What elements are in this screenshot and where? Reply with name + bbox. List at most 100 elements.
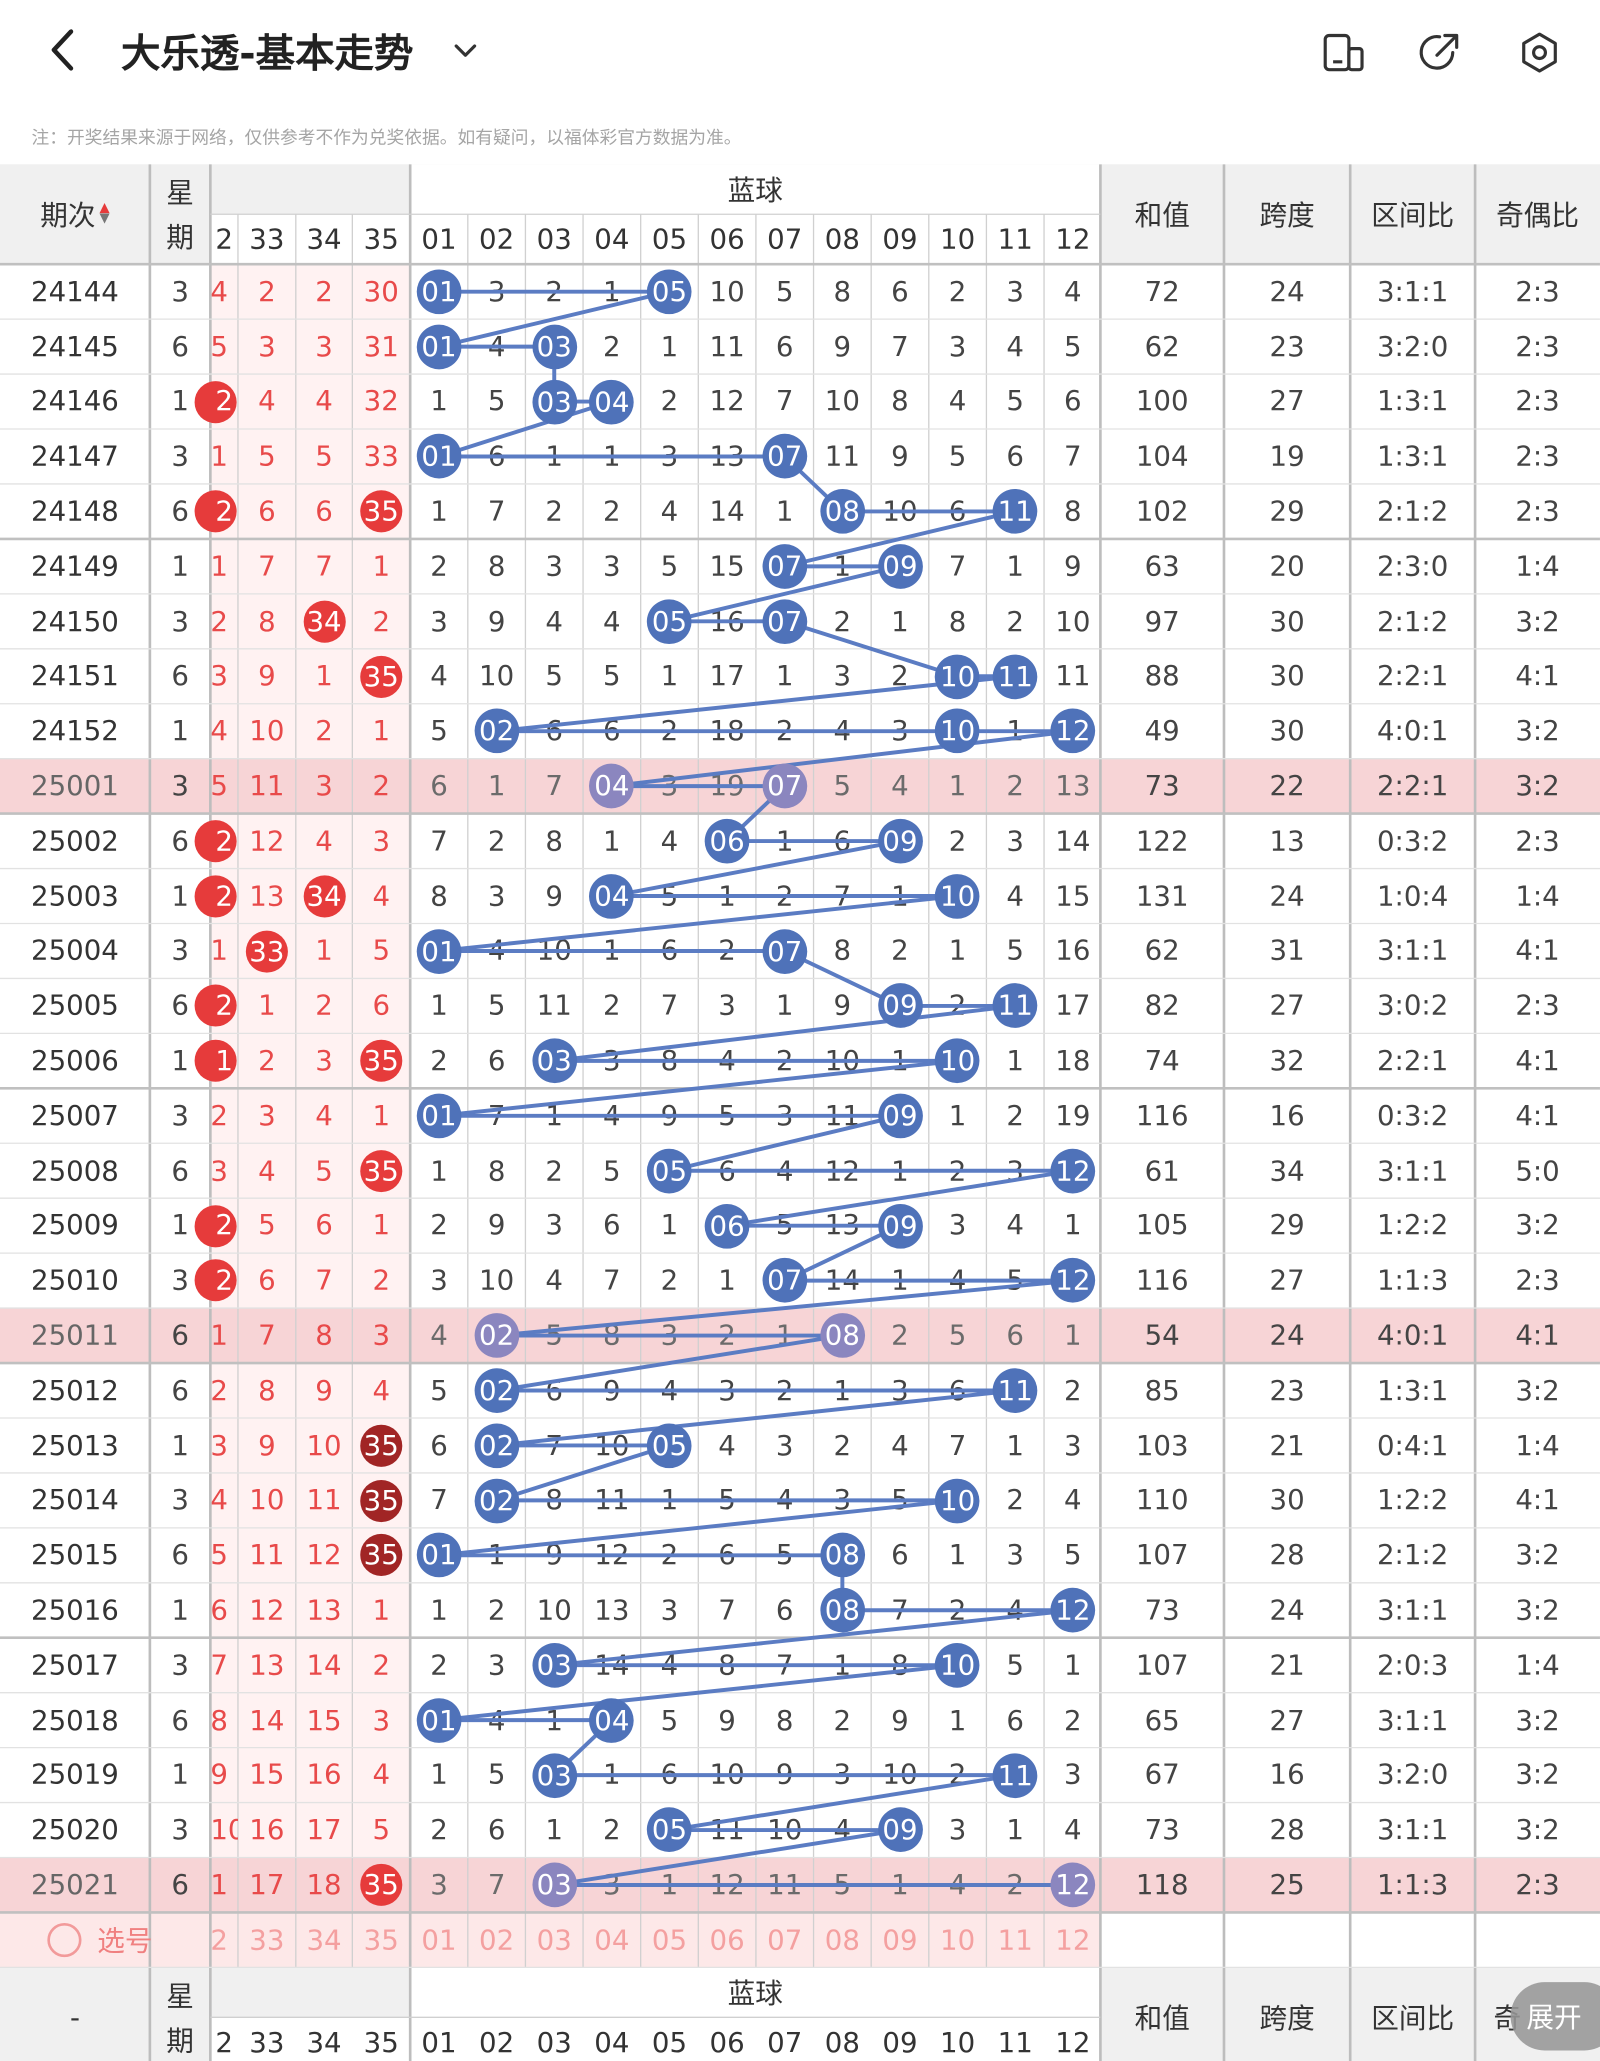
blue-ball: 09: [877, 1203, 923, 1249]
sum-header[interactable]: 和值: [1134, 199, 1190, 232]
layout-toggle-button[interactable]: [1315, 24, 1373, 82]
share-button[interactable]: [1411, 24, 1469, 82]
blue-ball: 11: [992, 1752, 1038, 1798]
zone-ratio-cell: 2:0:3: [1376, 1649, 1449, 1681]
blue-ball: 02: [474, 1313, 519, 1358]
blue-miss-value: 5: [1064, 1539, 1082, 1572]
blue-miss-value: 10: [479, 660, 515, 693]
select-blue-option[interactable]: 04: [594, 1924, 630, 1956]
blue-ball: 07: [762, 598, 808, 644]
select-blue-option[interactable]: 02: [479, 1924, 515, 1956]
settings-button[interactable]: [1511, 24, 1569, 82]
zone-ratio-header[interactable]: 区间比: [1371, 199, 1455, 232]
blue-miss-value: 6: [487, 1814, 506, 1846]
title-dropdown-button[interactable]: [444, 32, 486, 71]
blue-miss-value: 4: [1064, 275, 1082, 308]
select-blue-option[interactable]: 03: [536, 1924, 572, 1956]
blue-miss-value: 1: [891, 605, 909, 638]
span-cell: 29: [1269, 1209, 1305, 1242]
red-miss-value: 5: [372, 935, 391, 967]
sum-header[interactable]: 和值: [1134, 2002, 1190, 2035]
zone-ratio-cell: 3:2:0: [1376, 1759, 1449, 1791]
blue-miss-value: 5: [545, 660, 564, 693]
blue-miss-value: 11: [709, 330, 745, 363]
blue-miss-value: 2: [1006, 1484, 1025, 1517]
back-button[interactable]: [37, 24, 90, 77]
red-zone-band: [210, 1088, 411, 1144]
odd-even-cell: 3:2: [1515, 715, 1560, 747]
odd-even-header[interactable]: 奇偶比: [1496, 199, 1579, 232]
red-miss-value: 1: [372, 550, 391, 583]
red-miss-value: 4: [372, 1374, 391, 1407]
red-miss-value: 2: [210, 605, 228, 638]
blue-miss-value: 5: [603, 660, 621, 693]
odd-even-cell: 3:2: [1515, 1374, 1560, 1407]
sum-cell: 104: [1135, 440, 1189, 473]
odd-even-cell: 1:4: [1515, 880, 1560, 912]
red-zone-band: [210, 264, 411, 320]
blue-miss-value: 8: [487, 550, 506, 583]
red-miss-value: 33: [363, 440, 399, 473]
select-blue-option[interactable]: 09: [882, 1924, 918, 1956]
blue-miss-value: 5: [1006, 935, 1025, 967]
select-red-option[interactable]: 35: [363, 1924, 399, 1956]
red-ball-number: 2: [215, 880, 233, 912]
select-red-option[interactable]: 2: [210, 1924, 228, 1956]
blue-ball: 04: [589, 873, 635, 919]
blue-ball: 12: [1050, 1258, 1096, 1303]
week-cell: 1: [171, 1209, 189, 1242]
week-cell: 3: [171, 440, 189, 473]
select-blue-option[interactable]: 07: [767, 1924, 803, 1956]
select-blue-option[interactable]: 08: [824, 1924, 860, 1956]
week-cell: 3: [171, 1100, 189, 1132]
week-header-bottom: 期: [166, 2025, 194, 2057]
red-zone-band: [210, 1747, 411, 1803]
zone-ratio-cell: 1:2:2: [1376, 1209, 1449, 1242]
span-cell: 30: [1269, 605, 1305, 638]
page-title[interactable]: 大乐透-基本走势: [120, 31, 414, 78]
red-miss-value: 1: [210, 440, 228, 473]
blue-miss-value: 2: [545, 495, 564, 528]
select-blue-option[interactable]: 11: [997, 1924, 1033, 1956]
odd-even-cell: 5:0: [1515, 1154, 1560, 1187]
span-header[interactable]: 跨度: [1259, 199, 1315, 232]
week-cell: 3: [171, 770, 189, 802]
blue-miss-value: 5: [948, 1319, 967, 1352]
select-blue-option[interactable]: 10: [940, 1924, 976, 1956]
select-red-option[interactable]: 34: [306, 1924, 342, 1956]
period-cell: 25007: [31, 1100, 119, 1132]
select-red-option[interactable]: 33: [249, 1924, 285, 1956]
zone-ratio-header[interactable]: 区间比: [1371, 2002, 1455, 2035]
select-blue-option[interactable]: 01: [421, 1924, 457, 1956]
blue-miss-value: 17: [1055, 990, 1091, 1022]
blue-miss-value: 5: [660, 550, 679, 583]
odd-even-cell: 4:1: [1515, 660, 1560, 693]
red-miss-value: 3: [210, 1154, 228, 1187]
expand-button[interactable]: 展开: [1510, 1982, 1600, 2051]
sum-cell: 73: [1144, 1594, 1180, 1627]
blue-ball: 04: [589, 763, 635, 809]
week-cell: 6: [171, 1374, 189, 1407]
red-ball: [194, 1039, 237, 1082]
red-miss-value: 3: [372, 1704, 391, 1736]
footer-period-header[interactable]: -: [0, 1967, 150, 2061]
sum-cell: 116: [1135, 1264, 1189, 1297]
blue-ball: 05: [647, 1423, 692, 1468]
sum-cell: 65: [1144, 1704, 1180, 1736]
select-blue-option[interactable]: 12: [1055, 1924, 1091, 1956]
red-column-header: 33: [249, 2026, 285, 2059]
select-blue-option[interactable]: 06: [709, 1924, 745, 1956]
period-cell: 25005: [31, 990, 119, 1022]
select-blue-option[interactable]: 05: [651, 1924, 688, 1956]
odd-even-cell: 3:2: [1515, 1209, 1560, 1242]
blue-miss-value: 6: [603, 1209, 621, 1242]
red-miss-value: 7: [315, 1264, 333, 1297]
span-header[interactable]: 跨度: [1259, 2002, 1315, 2035]
select-number-button[interactable]: 选号: [0, 1912, 210, 1967]
red-zone-band: [210, 813, 411, 869]
period-cell: 25012: [31, 1374, 119, 1407]
blue-miss-value: 3: [718, 990, 736, 1022]
red-miss-value: 13: [249, 1649, 285, 1681]
period-header[interactable]: 期次 ▲ ▼: [0, 164, 150, 264]
red-miss-value: 6: [258, 495, 276, 528]
